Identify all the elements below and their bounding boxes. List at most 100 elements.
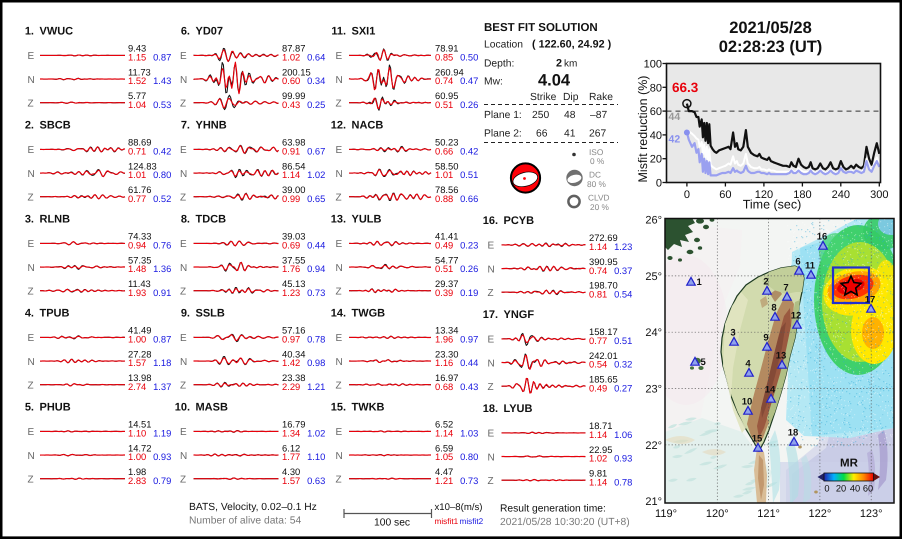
svg-text:5.77: 5.77 [128,90,146,101]
svg-text:6.59: 6.59 [435,442,453,453]
svg-text:18: 18 [788,428,799,439]
svg-text:10.: 10. [175,401,190,413]
svg-text:8: 8 [771,303,776,314]
svg-text:0.42: 0.42 [153,146,171,157]
svg-text:Rake: Rake [589,92,613,103]
svg-text:100 sec: 100 sec [374,518,410,529]
svg-text:0.27: 0.27 [614,382,632,393]
svg-text:Depth:: Depth: [484,59,514,70]
svg-text:N: N [28,169,35,180]
svg-text:E: E [180,333,187,344]
svg-text:180: 180 [793,189,811,201]
svg-text:22°: 22° [645,440,662,452]
svg-text:Z: Z [336,475,342,486]
svg-text:1.14: 1.14 [589,476,607,487]
svg-text:N: N [28,263,35,274]
svg-text:0.43: 0.43 [460,381,478,392]
svg-text:1.77: 1.77 [282,451,300,462]
svg-text:RLNB: RLNB [40,213,71,225]
svg-text:41.49: 41.49 [128,325,151,336]
svg-text:0.93: 0.93 [614,453,632,464]
svg-text:N: N [336,263,343,274]
svg-text:23.30: 23.30 [435,348,458,359]
svg-text:0.64: 0.64 [307,52,325,63]
svg-text:BATS, Velocity, 0.02–0.1 Hz: BATS, Velocity, 0.02–0.1 Hz [189,502,317,513]
svg-text:Z: Z [28,475,34,486]
svg-text:2.74: 2.74 [128,381,146,392]
svg-text:0.65: 0.65 [307,193,325,204]
svg-text:119°: 119° [655,508,677,520]
svg-text:23.38: 23.38 [282,372,305,383]
svg-text:E: E [28,333,35,344]
svg-text:80 %: 80 % [587,179,607,189]
svg-text:0.94: 0.94 [128,240,146,251]
svg-text:0.88: 0.88 [435,193,453,204]
svg-text:N: N [488,358,495,369]
svg-text:Result generation time:: Result generation time: [500,504,606,515]
svg-text:1.14: 1.14 [589,429,607,440]
svg-text:Z: Z [336,287,342,298]
svg-text:120°: 120° [706,508,729,520]
svg-text:0.34: 0.34 [307,75,325,86]
svg-text:1.14: 1.14 [589,241,607,252]
svg-text:LYUB: LYUB [504,403,533,415]
svg-text:N: N [488,264,495,275]
svg-text:11.43: 11.43 [128,278,151,289]
svg-text:N: N [28,75,35,86]
svg-text:0.77: 0.77 [589,335,607,346]
svg-text:E: E [28,145,35,156]
svg-text:1.02: 1.02 [307,428,325,439]
svg-text:0.43: 0.43 [282,99,300,110]
svg-text:E: E [180,427,187,438]
svg-text:0.60: 0.60 [282,75,300,86]
svg-text:6.: 6. [181,25,190,37]
svg-text:2: 2 [763,277,768,288]
svg-text:0.98: 0.98 [307,357,325,368]
svg-text:100: 100 [644,59,662,71]
svg-text:40: 40 [650,130,662,142]
svg-text:1.00: 1.00 [128,334,146,345]
svg-text:YD07: YD07 [196,25,224,37]
svg-text:0.42: 0.42 [460,146,478,157]
svg-text:124.83: 124.83 [128,160,157,171]
svg-text:198.70: 198.70 [589,280,618,291]
svg-text:1.52: 1.52 [128,75,146,86]
svg-text:40.34: 40.34 [282,348,305,359]
svg-text:123°: 123° [860,508,883,520]
svg-text:0.73: 0.73 [460,475,478,486]
svg-text:37.55: 37.55 [282,254,305,265]
svg-text:DC: DC [589,170,601,180]
svg-text:1.02: 1.02 [282,52,300,63]
svg-text:41.41: 41.41 [435,231,458,242]
svg-text:26°: 26° [645,215,662,227]
svg-text:1.36: 1.36 [153,263,171,274]
svg-text:14.51: 14.51 [128,419,151,430]
svg-text:1.76: 1.76 [282,263,300,274]
svg-text:2.83: 2.83 [128,475,146,486]
svg-text:E: E [180,239,187,250]
svg-text:13: 13 [776,351,787,362]
svg-text:44: 44 [669,111,681,123]
svg-text:16.: 16. [483,215,498,227]
svg-text:13.34: 13.34 [435,325,458,336]
svg-text:99.99: 99.99 [282,90,305,101]
svg-text:N: N [180,263,187,274]
svg-text:0.54: 0.54 [614,288,632,299]
svg-text:km: km [564,59,577,70]
svg-text:17.: 17. [483,309,498,321]
svg-text:6.12: 6.12 [282,442,300,453]
svg-text:Z: Z [488,382,494,393]
svg-text:0.80: 0.80 [460,451,478,462]
svg-text:78.91: 78.91 [435,43,458,54]
svg-text:57.16: 57.16 [282,325,305,336]
svg-text:40: 40 [850,484,860,494]
svg-text:4.47: 4.47 [435,466,453,477]
svg-text:1.96: 1.96 [435,334,453,345]
svg-text:21°: 21° [645,496,662,508]
svg-text:78.56: 78.56 [435,184,458,195]
svg-text:2.: 2. [25,119,34,131]
svg-text:1.: 1. [25,25,34,37]
svg-text:Z: Z [28,99,34,110]
svg-text:267: 267 [589,129,606,140]
svg-text:63.98: 63.98 [282,137,305,148]
